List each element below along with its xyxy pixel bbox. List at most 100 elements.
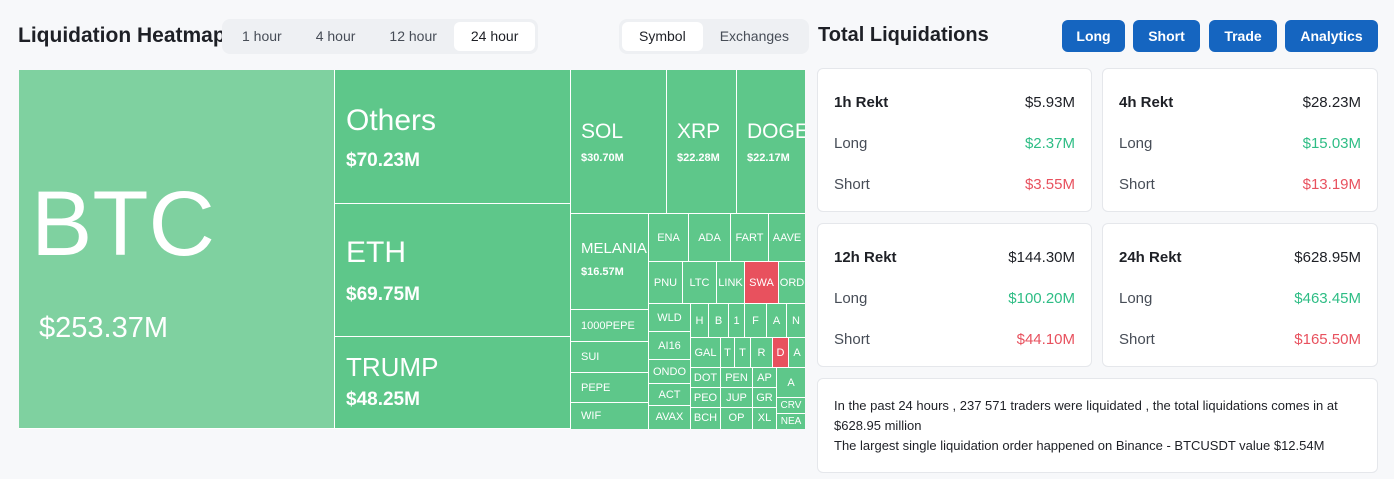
heatmap-cell-pen[interactable]: PEN — [721, 368, 753, 388]
card-total: $5.93M — [1024, 94, 1075, 111]
short-label: Short — [834, 331, 870, 348]
heatmap-cell-1000pepe[interactable]: 1000PEPE — [571, 310, 649, 342]
heatmap-cell-avax[interactable]: AVAX — [649, 406, 691, 429]
heatmap-cell-bch[interactable]: BCH — [691, 408, 721, 429]
heatmap-cell-sol[interactable]: SOL $30.70M — [571, 70, 667, 214]
cell-name: MELANIA — [581, 240, 647, 257]
rekt-card-24h: 24h Rekt $628.95M Long $463.45M Short $165.… — [1102, 223, 1378, 367]
heatmap-cell-ada[interactable]: ADA — [689, 214, 731, 262]
card-total: $144.30M — [1008, 249, 1075, 266]
heatmap-cell-btc[interactable]: BTC $253.37M — [19, 70, 335, 429]
long-button[interactable]: Long — [1062, 20, 1125, 52]
heatmap-cell-n[interactable]: N — [787, 304, 805, 338]
summary-line-2: The largest single liquidation order hap… — [834, 438, 1325, 453]
heatmap-cell-xl[interactable]: XL — [753, 408, 777, 429]
rekt-card-1h: 1h Rekt $5.93M Long $2.37M Short $3.55M — [817, 68, 1092, 212]
liquidation-heatmap: BTC $253.37M Others $70.23M ETH $69.75M … — [19, 70, 805, 429]
cell-value: $22.28M — [677, 152, 720, 164]
short-value: $13.19M — [1302, 176, 1361, 193]
heatmap-cell-ondo[interactable]: ONDO — [649, 360, 691, 384]
trade-button[interactable]: Trade — [1209, 20, 1277, 52]
rekt-card-12h: 12h Rekt $144.30M Long $100.20M Short $44.1… — [817, 223, 1092, 367]
heatmap-cell-wld[interactable]: WLD — [649, 304, 691, 332]
heatmap-cell-t1[interactable]: T — [721, 338, 735, 368]
short-label: Short — [1119, 176, 1155, 193]
card-label: 1h Rekt — [834, 94, 889, 111]
heatmap-cell-ord[interactable]: ORD — [779, 262, 805, 304]
time-range-tabs: 1 hour 4 hour 12 hour 24 hour — [222, 19, 539, 54]
view-tabs: Symbol Exchanges — [619, 19, 809, 54]
cell-value: $48.25M — [346, 389, 420, 410]
tab-12-hour[interactable]: 12 hour — [389, 28, 437, 44]
heatmap-cell-b[interactable]: B — [709, 304, 729, 338]
heatmap-title: Liquidation Heatmap — [18, 24, 226, 47]
cell-name: BTC — [31, 173, 215, 275]
long-label: Long — [834, 135, 868, 152]
heatmap-cell-sui[interactable]: SUI — [571, 342, 649, 373]
heatmap-cell-t2[interactable]: T — [735, 338, 751, 368]
short-value: $165.50M — [1294, 331, 1361, 348]
heatmap-cell-melania[interactable]: MELANIA $16.57M — [571, 214, 649, 310]
heatmap-cell-dot[interactable]: DOT — [691, 368, 721, 388]
heatmap-cell-gal[interactable]: GAL — [691, 338, 721, 368]
short-label: Short — [834, 176, 870, 193]
cell-name: XRP — [677, 120, 721, 143]
heatmap-cell-wif[interactable]: WIF — [571, 403, 649, 429]
heatmap-cell-others[interactable]: Others $70.23M — [335, 70, 571, 204]
heatmap-cell-crv[interactable]: CRV — [777, 398, 805, 414]
heatmap-cell-a2[interactable]: A — [789, 338, 805, 368]
heatmap-cell-aave[interactable]: AAVE — [769, 214, 805, 262]
short-button[interactable]: Short — [1133, 20, 1200, 52]
analytics-button[interactable]: Analytics — [1285, 20, 1378, 52]
heatmap-cell-d[interactable]: D — [773, 338, 789, 368]
long-label: Long — [1119, 135, 1153, 152]
cell-value: $22.17M — [747, 152, 790, 164]
heatmap-cell-a[interactable]: A — [767, 304, 787, 338]
heatmap-cell-ap[interactable]: AP — [753, 368, 777, 388]
heatmap-cell-peo[interactable]: PEO — [691, 388, 721, 408]
heatmap-cell-1[interactable]: 1 — [729, 304, 745, 338]
tab-4-hour[interactable]: 4 hour — [315, 28, 356, 44]
tab-24-hour[interactable]: 24 hour — [453, 22, 536, 51]
tab-exchanges[interactable]: Exchanges — [719, 28, 789, 44]
total-liquidations-title: Total Liquidations — [818, 24, 989, 46]
short-value: $44.10M — [1016, 331, 1075, 348]
heatmap-cell-pepe[interactable]: PEPE — [571, 373, 649, 403]
heatmap-cell-ai16[interactable]: AI16 — [649, 332, 691, 360]
heatmap-cell-fart[interactable]: FART — [731, 214, 769, 262]
heatmap-cell-f[interactable]: F — [745, 304, 767, 338]
cell-value: $70.23M — [346, 150, 420, 171]
heatmap-cell-r[interactable]: R — [751, 338, 773, 368]
heatmap-cell-ltc[interactable]: LTC — [683, 262, 717, 304]
tab-1-hour[interactable]: 1 hour — [242, 28, 282, 44]
long-value: $100.20M — [1008, 290, 1075, 307]
heatmap-cell-trump[interactable]: TRUMP $48.25M — [335, 337, 571, 429]
heatmap-cell-ena[interactable]: ENA — [649, 214, 689, 262]
heatmap-cell-act[interactable]: ACT — [649, 384, 691, 406]
cell-name: SOL — [581, 120, 624, 143]
heatmap-cell-xrp[interactable]: XRP $22.28M — [667, 70, 737, 214]
heatmap-cell-op[interactable]: OP — [721, 408, 753, 429]
heatmap-cell-pnu[interactable]: PNU — [649, 262, 683, 304]
long-value: $2.37M — [1024, 135, 1075, 152]
cell-value: $30.70M — [581, 152, 624, 164]
heatmap-cell-doge[interactable]: DOGE $22.17M — [737, 70, 805, 214]
heatmap-cell-a3[interactable]: A — [777, 368, 805, 398]
heatmap-cell-eth[interactable]: ETH $69.75M — [335, 204, 571, 337]
short-label: Short — [1119, 331, 1155, 348]
heatmap-cell-swa[interactable]: SWA — [745, 262, 779, 304]
tab-symbol[interactable]: Symbol — [622, 22, 703, 51]
long-value: $463.45M — [1294, 290, 1361, 307]
heatmap-cell-h[interactable]: H — [691, 304, 709, 338]
cell-name: Others — [346, 104, 437, 137]
heatmap-cell-gr[interactable]: GR — [753, 388, 777, 408]
card-label: 4h Rekt — [1119, 94, 1174, 111]
heatmap-cell-nea[interactable]: NEA — [777, 414, 805, 429]
long-label: Long — [834, 290, 868, 307]
cell-value: $69.75M — [346, 284, 420, 305]
card-total: $628.95M — [1294, 249, 1361, 266]
heatmap-cell-link[interactable]: LINK — [717, 262, 745, 304]
card-total: $28.23M — [1302, 94, 1361, 111]
cell-value: $253.37M — [39, 312, 168, 344]
heatmap-cell-jup[interactable]: JUP — [721, 388, 753, 408]
